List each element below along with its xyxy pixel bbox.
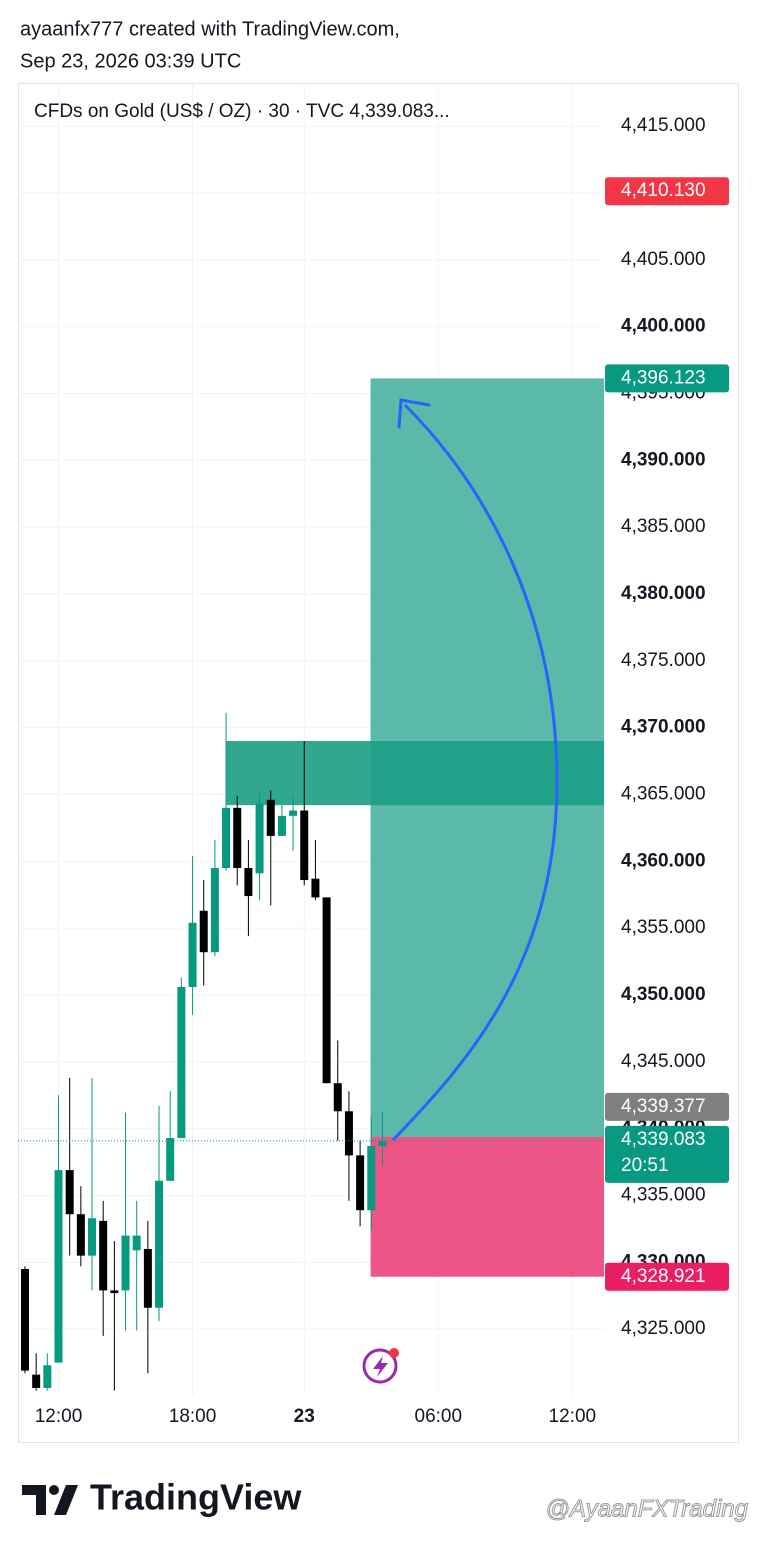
arrow-head bbox=[397, 398, 431, 429]
candle-body bbox=[88, 1218, 97, 1256]
icon-dot bbox=[389, 1348, 399, 1358]
brand-name: TradingView bbox=[90, 1477, 302, 1518]
alert-label: 4,410.130 bbox=[621, 180, 706, 201]
candle-body bbox=[277, 815, 286, 836]
timestamp: Sep 23, 2026 03:39 UTC bbox=[20, 50, 241, 72]
stop-badge-bg bbox=[605, 1262, 729, 1291]
entry-badge-bg bbox=[605, 1092, 729, 1121]
alert-badge: 4,410.130 bbox=[605, 177, 729, 206]
candle-body bbox=[378, 1140, 387, 1147]
drawn-arrow bbox=[391, 403, 559, 1142]
logo-part bbox=[22, 1485, 46, 1515]
alert-badge-bg bbox=[605, 177, 729, 206]
candle-body bbox=[367, 1146, 376, 1211]
logo-part bbox=[49, 1485, 59, 1495]
y-tick-label: 4,355.000 bbox=[621, 917, 706, 938]
last-price-badge: 4,339.083 20:51 bbox=[605, 1125, 729, 1183]
stop-badge: 4,328.921 bbox=[605, 1262, 729, 1291]
chart-title: CFDs on Gold (US$ / OZ) · 30 · TVC 4,339… bbox=[34, 101, 450, 122]
candle-body bbox=[233, 807, 242, 868]
last-price-bg bbox=[605, 1125, 729, 1183]
entry-label: 4,339.377 bbox=[621, 1096, 706, 1117]
last-price-label: 4,339.083 bbox=[621, 1129, 706, 1150]
candle-body bbox=[155, 1180, 164, 1308]
x-tick-label: 18:00 bbox=[169, 1406, 217, 1427]
y-tick-label: 4,365.000 bbox=[621, 783, 706, 804]
candle-body bbox=[166, 1138, 175, 1181]
y-tick-label: 4,350.000 bbox=[621, 984, 706, 1005]
candle-body bbox=[65, 1170, 74, 1215]
candle-body bbox=[255, 803, 264, 874]
candle-body bbox=[210, 867, 219, 953]
candle-body bbox=[188, 922, 197, 987]
x-tick-label: 23 bbox=[294, 1406, 315, 1427]
candle-body bbox=[356, 1155, 365, 1211]
y-tick-label: 4,380.000 bbox=[621, 583, 706, 604]
y-tick-label: 4,360.000 bbox=[621, 850, 706, 871]
y-tick-label: 4,390.000 bbox=[621, 449, 706, 470]
y-tick-label: 4,405.000 bbox=[621, 249, 706, 270]
candle-body bbox=[333, 1083, 342, 1112]
y-tick-label: 4,415.000 bbox=[621, 115, 706, 136]
logo-part bbox=[54, 1485, 78, 1515]
y-tick-label: 4,400.000 bbox=[621, 316, 706, 337]
candle-body bbox=[54, 1170, 63, 1363]
y-tick-label: 4,345.000 bbox=[621, 1051, 706, 1072]
target-badge-bg bbox=[605, 364, 729, 393]
candle-body bbox=[21, 1269, 29, 1371]
candle-body bbox=[289, 810, 298, 816]
loss-zone bbox=[370, 1136, 604, 1277]
candle-body bbox=[266, 799, 275, 836]
candle-body bbox=[132, 1235, 141, 1251]
y-tick-label: 4,335.000 bbox=[621, 1185, 706, 1206]
supply-zone bbox=[226, 741, 604, 806]
candle-body bbox=[121, 1235, 130, 1291]
x-tick-label: 06:00 bbox=[415, 1406, 463, 1427]
candle-body bbox=[110, 1290, 119, 1294]
candle-body bbox=[244, 867, 253, 897]
target-label: 4,396.123 bbox=[621, 367, 706, 388]
watermark: @AyaanFXTrading bbox=[546, 1495, 749, 1522]
candle-body bbox=[322, 897, 331, 1084]
candle-body bbox=[344, 1111, 353, 1156]
countdown-label: 20:51 bbox=[621, 1155, 669, 1176]
candle-body bbox=[222, 807, 231, 868]
candle-body bbox=[177, 986, 186, 1139]
y-tick-label: 4,385.000 bbox=[621, 516, 706, 537]
candle-body bbox=[300, 810, 309, 881]
candle-body bbox=[99, 1220, 108, 1291]
lightning-icon bbox=[362, 1348, 399, 1384]
entry-badge: 4,339.377 bbox=[605, 1092, 729, 1121]
brand-logo bbox=[22, 1485, 78, 1515]
x-tick-label: 12:00 bbox=[549, 1406, 597, 1427]
y-tick-label: 4,325.000 bbox=[621, 1318, 706, 1339]
candle-body bbox=[199, 910, 208, 953]
candle-body bbox=[311, 878, 320, 898]
candle-body bbox=[32, 1374, 41, 1388]
author-line: ayaanfx777 created with TradingView.com, bbox=[20, 18, 400, 40]
y-tick-label: 4,375.000 bbox=[621, 650, 706, 671]
target-badge: 4,396.123 bbox=[605, 364, 729, 393]
x-tick-label: 12:00 bbox=[35, 1406, 83, 1427]
candle-body bbox=[43, 1365, 52, 1388]
candle-body bbox=[143, 1248, 152, 1308]
y-tick-label: 4,370.000 bbox=[621, 717, 706, 738]
icon-bolt bbox=[373, 1356, 388, 1377]
candle-body bbox=[76, 1214, 85, 1256]
stop-label: 4,328.921 bbox=[621, 1266, 706, 1287]
